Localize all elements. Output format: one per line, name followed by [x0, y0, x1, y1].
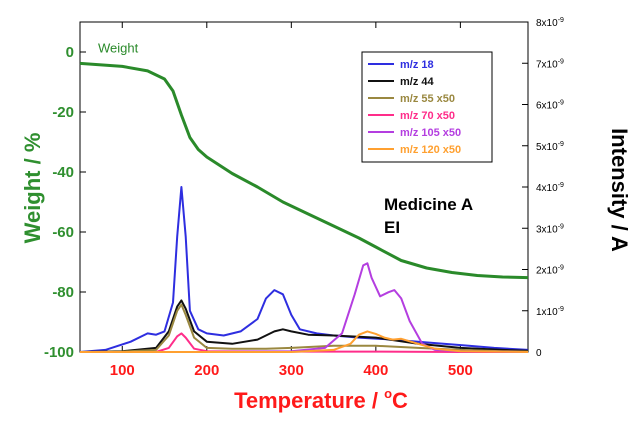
y-right-tick-label: 7x10-9 [536, 58, 564, 70]
y-right-tick-label: 5x10-9 [536, 141, 564, 153]
series-line-3 [80, 332, 528, 353]
right-axis-title: Intensity / A [607, 128, 632, 252]
x-tick-label: 500 [448, 362, 473, 379]
x-axis-title-main: Temperature / [234, 388, 384, 413]
series-line-5 [80, 330, 529, 353]
series-line-1 [79, 299, 529, 353]
legend-label-4: m/z 105 x50 [400, 127, 461, 139]
annotation-line-2: EI [384, 218, 400, 237]
right-axis-title-group: Intensity / A [607, 128, 632, 252]
y-right-tick-label: 2x10-9 [536, 265, 564, 277]
y-right-tick-label: 3x10-9 [536, 223, 564, 235]
y-left-tick-label: -20 [52, 104, 74, 121]
left-axis-title-group: Weight / % [20, 133, 45, 244]
y-left-tick-label: -100 [44, 344, 74, 361]
y-left-tick-label: -80 [52, 284, 74, 301]
y-right-tick-exponent: -9 [558, 141, 564, 148]
x-axis-title-unit: C [392, 388, 408, 413]
y-left-tick-label: -40 [52, 164, 74, 181]
y-right-tick-label: 1x10-9 [536, 306, 564, 318]
x-tick-label: 400 [363, 362, 388, 379]
y-left-tick-label: -60 [52, 224, 74, 241]
y-right-tick-exponent: -9 [558, 17, 564, 24]
y-left-tick-label: 0 [66, 44, 74, 61]
legend: m/z 18 m/z 44 m/z 55 x50 m/z 70 x50 m/z 105 … [361, 51, 493, 163]
x-tick-label: 300 [279, 362, 304, 379]
y-right-tick-exponent: -9 [558, 223, 564, 230]
legend-label-2: m/z 55 x50 [400, 93, 455, 105]
x-axis-title-superscript: o [384, 386, 392, 401]
x-tick-label: 100 [110, 362, 135, 379]
weight-line [79, 61, 529, 280]
y-right-tick-exponent: -9 [558, 100, 564, 107]
y-right-tick-label: 4x10-9 [536, 182, 564, 194]
left-axis-title: Weight / % [20, 133, 45, 244]
weight-series-label: Weight [98, 40, 139, 55]
y-right-tick-exponent: -9 [558, 182, 564, 189]
legend-label-3: m/z 70 x50 [400, 110, 455, 122]
y-right-tick-exponent: -9 [558, 306, 564, 313]
legend-label-1: m/z 44 [400, 76, 435, 88]
x-axis-title: Temperature / oC [234, 386, 408, 413]
legend-label-5: m/z 120 x50 [400, 144, 461, 156]
y-right-tick-label: 6x10-9 [536, 100, 564, 112]
annotation-line-1: Medicine A [384, 195, 473, 214]
x-tick-label: 200 [194, 362, 219, 379]
y-right-tick-exponent: -9 [558, 58, 564, 65]
y-right-tick-label: 8x10-9 [536, 17, 564, 29]
plot-area: 100 200 300 400 500 0 -20 -40 -60 -80 -100 0 1x10-9 2… [44, 17, 564, 379]
y-right-tick-exponent: -9 [558, 265, 564, 272]
series-line-2 [79, 303, 529, 353]
legend-box [361, 51, 493, 163]
legend-label-0: m/z 18 [400, 59, 434, 71]
y-right-tick-label: 0 [536, 348, 542, 359]
